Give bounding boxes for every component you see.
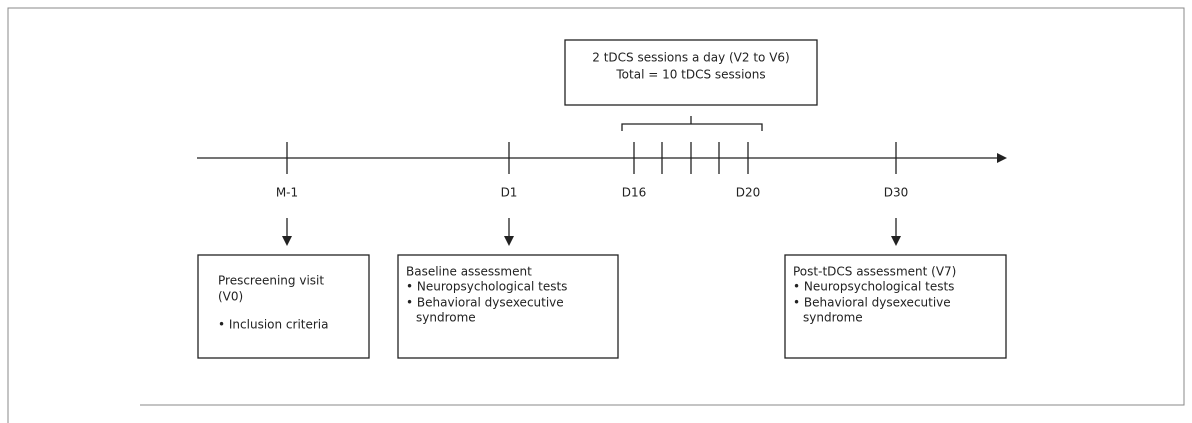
time-label: D30 bbox=[884, 186, 909, 200]
box-text: Prescreening visit bbox=[218, 274, 324, 288]
box-text: • Inclusion criteria bbox=[218, 318, 329, 332]
box-text: (V0) bbox=[218, 290, 243, 304]
box-text: • Behavioral dysexecutive bbox=[793, 296, 951, 310]
box-text: • Neuropsychological tests bbox=[793, 280, 954, 294]
time-label: M-1 bbox=[276, 186, 298, 200]
box-text: Post-tDCS assessment (V7) bbox=[793, 265, 956, 279]
box-text: Baseline assessment bbox=[406, 265, 532, 279]
bracket bbox=[621, 116, 763, 131]
time-label: D1 bbox=[501, 186, 518, 200]
box-text: • Behavioral dysexecutive bbox=[406, 296, 564, 310]
sessions-text: Total = 10 tDCS sessions bbox=[615, 68, 765, 82]
frame bbox=[7, 7, 1185, 423]
box-text: syndrome bbox=[416, 311, 476, 325]
box bbox=[197, 254, 370, 359]
box-text: syndrome bbox=[803, 311, 863, 325]
time-label: D16 bbox=[622, 186, 647, 200]
box bbox=[784, 254, 1007, 359]
box bbox=[397, 254, 619, 359]
sessions-box bbox=[564, 39, 818, 106]
time-label: D20 bbox=[736, 186, 761, 200]
box-text: • Neuropsychological tests bbox=[406, 280, 567, 294]
sessions-text: 2 tDCS sessions a day (V2 to V6) bbox=[592, 51, 789, 65]
ticks bbox=[286, 142, 897, 174]
